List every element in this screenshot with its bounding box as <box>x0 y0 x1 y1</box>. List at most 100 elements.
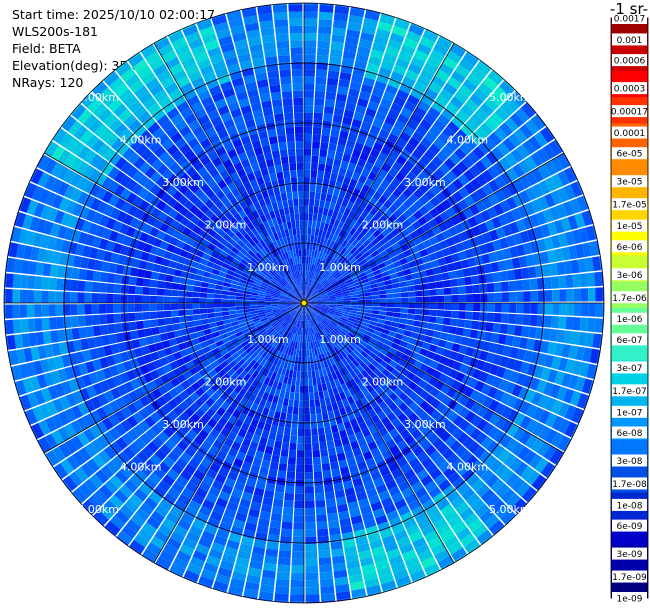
ppi-cell <box>340 317 348 322</box>
ppi-cell <box>455 269 464 278</box>
ppi-cell <box>300 277 303 286</box>
ppi-cell <box>596 349 601 364</box>
ppi-cell <box>330 128 340 138</box>
ppi-cell <box>305 558 318 566</box>
ppi-cell <box>466 72 482 87</box>
ppi-cell <box>243 269 251 276</box>
ppi-cell <box>307 299 315 302</box>
ppi-cell <box>300 306 303 314</box>
ppi-cell <box>146 441 159 454</box>
ppi-cell <box>325 157 334 166</box>
ppi-cell <box>360 247 369 256</box>
ppi-cell <box>108 77 124 92</box>
ppi-cell <box>204 233 214 243</box>
ppi-cell <box>282 376 289 384</box>
ppi-cell <box>290 587 304 595</box>
ppi-cell <box>287 148 296 157</box>
ppi-cell <box>277 470 287 479</box>
ppi-cell <box>500 281 509 292</box>
ppi-cell <box>395 57 410 69</box>
ppi-cell <box>564 421 577 438</box>
ppi-cell <box>271 202 279 211</box>
ppi-cell <box>58 442 72 458</box>
ppi-cell <box>599 334 603 349</box>
ppi-cell <box>385 315 393 322</box>
ppi-cell <box>291 333 296 342</box>
ppi-cell <box>209 322 218 329</box>
ppi-cell <box>229 207 238 217</box>
ppi-cell <box>427 275 436 283</box>
ppi-cell <box>327 209 334 218</box>
ppi-cell <box>510 477 526 493</box>
ppi-cell <box>471 275 480 285</box>
ppi-cell <box>429 387 440 398</box>
ppi-cell <box>388 462 400 473</box>
ppi-cell <box>360 396 369 406</box>
ppi-cell <box>382 343 391 352</box>
ppi-cell <box>223 118 235 129</box>
ppi-cell <box>388 167 399 178</box>
ppi-cell <box>267 285 276 290</box>
ppi-cell <box>260 27 275 37</box>
ppi-cell <box>305 277 308 286</box>
ppi-cell <box>92 102 107 118</box>
ppi-cell <box>490 499 506 514</box>
ppi-cell <box>329 357 336 366</box>
ppi-cell <box>506 395 518 409</box>
ppi-cell <box>588 380 594 395</box>
ppi-cell <box>259 214 267 223</box>
ppi-cell <box>362 250 371 259</box>
ppi-cell <box>115 233 126 245</box>
ppi-cell <box>299 313 302 321</box>
ppi-cell <box>338 332 346 339</box>
ppi-cell <box>251 236 260 245</box>
ppi-cell <box>266 541 279 551</box>
ppi-cell <box>312 141 321 149</box>
ppi-cell <box>293 301 301 303</box>
ppi-cell <box>279 543 292 552</box>
ppi-cell <box>108 427 121 441</box>
ppi-cell <box>305 263 308 271</box>
ppi-cell <box>184 418 196 429</box>
ppi-cell <box>473 303 481 312</box>
ppi-cell <box>214 312 223 318</box>
ppi-cell <box>360 350 369 359</box>
ppi-cell <box>475 392 487 405</box>
ppi-cell <box>318 557 332 566</box>
ppi-cell <box>212 587 227 593</box>
ppi-cell <box>223 437 234 448</box>
ppi-cell <box>397 505 411 517</box>
ppi-cell <box>187 95 200 107</box>
ppi-cell <box>446 423 458 435</box>
ppi-cell <box>294 296 302 302</box>
ppi-cell <box>185 31 201 44</box>
ppi-cell <box>549 448 563 465</box>
ppi-cell <box>244 266 253 273</box>
ppi-cell <box>451 234 462 245</box>
ppi-cell <box>314 192 321 200</box>
ppi-cell <box>365 375 374 384</box>
ppi-cell <box>329 278 336 284</box>
ppi-cell <box>304 54 316 63</box>
ppi-cell <box>501 313 509 324</box>
ppi-cell <box>305 320 307 329</box>
ppi-cell <box>317 275 323 283</box>
ppi-cell <box>351 338 360 346</box>
ppi-cell <box>421 341 431 351</box>
ppi-cell <box>29 168 38 182</box>
ppi-cell <box>280 337 287 345</box>
ppi-cell <box>247 376 255 385</box>
ppi-cell <box>377 152 388 163</box>
ppi-cell <box>324 396 332 406</box>
ppi-cell <box>259 286 267 291</box>
ppi-cell <box>349 418 359 428</box>
ppi-cell <box>340 269 348 276</box>
ppi-cell <box>18 229 29 244</box>
ppi-cell <box>304 169 311 178</box>
ppi-cell <box>179 348 189 358</box>
ppi-cell <box>564 231 575 246</box>
ppi-cell <box>276 40 290 49</box>
field-label: Field: BETA <box>12 41 81 56</box>
ppi-cell <box>131 339 141 349</box>
ppi-cell <box>482 76 498 91</box>
